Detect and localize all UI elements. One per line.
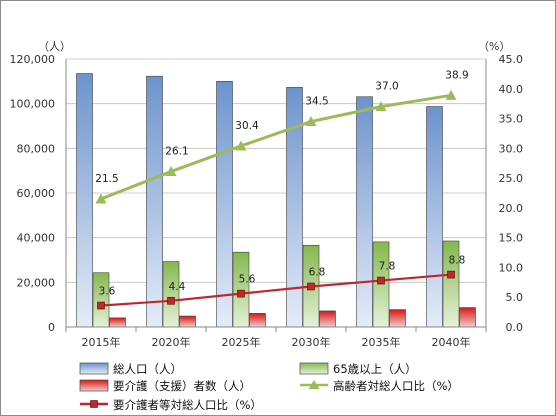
point-care-ratio-1 [167,296,175,305]
right-axis-tick-label: 25.0 [499,172,524,185]
right-axis-ticks: 0.0 5.0 10.0 15.0 20.0 25.0 30.0 35.0 40.0 45.0 [499,53,524,334]
data-label-care-ratio: 8.8 [449,255,466,267]
data-label-elderly-ratio: 26.1 [165,146,188,158]
legend-marker-elderly-ratio [308,380,320,389]
bar-total-population-0 [76,73,93,328]
bar-total-population-5 [426,106,443,328]
point-elderly-ratio-5 [445,89,457,100]
data-label-elderly-ratio: 38.9 [445,69,468,81]
left-axis-tick-label: 0 [48,321,55,334]
legend-label-care-recipients: 要介護（支援）者数（人） [113,379,251,393]
left-axis-tick-label: 60,000 [17,187,56,200]
x-axis-tick-label: 2025年 [222,335,261,349]
right-axis-tick-label: 10.0 [499,261,524,274]
right-axis-tick-label: 0.0 [506,321,524,334]
right-axis-unit: （%） [478,40,510,53]
right-axis-tick-label: 40.0 [499,83,524,96]
bar-65-plus-0 [92,272,110,328]
right-axis-tick-label: 20.0 [499,202,524,215]
axes [65,59,487,332]
x-axis-tick-label: 2040年 [432,335,471,349]
bar-65-plus-1 [162,261,180,328]
data-label-care-ratio: 6.8 [309,267,326,279]
point-elderly-ratio-3 [305,116,317,127]
point-care-ratio-4 [377,276,385,285]
x-axis-tick-label: 2020年 [152,335,191,349]
right-axis-tick-label: 5.0 [506,291,524,304]
right-axis-tick-label: 45.0 [499,53,524,66]
bar-care-recipients-2 [249,313,266,328]
x-axis-tick-label: 2035年 [362,335,401,349]
legend-swatch-total-population [79,362,109,375]
data-label-elderly-ratio: 21.5 [95,173,118,185]
data-label-care-ratio: 7.8 [379,261,396,273]
legend-label-elderly-ratio: 高齢者対総人口比（%） [333,379,459,393]
x-axis-tick-label: 2030年 [292,335,331,349]
bar-care-recipients-0 [109,317,126,328]
line-data-labels: 21.5 26.1 30.4 34.5 37.0 38.9 3.6 4.4 5.6 6.8 7.8 8… [95,69,468,297]
line-marks [95,89,457,310]
bar-care-recipients-4 [389,309,406,328]
legend-item-care-ratio: 要介護者等対総人口比（%） [80,398,262,412]
left-axis-tick-label: 80,000 [17,142,56,155]
line-care-ratio [100,273,452,307]
point-care-ratio-0 [97,301,105,310]
right-axis-tick-label: 30.0 [499,142,524,155]
data-label-care-ratio: 4.4 [169,281,186,293]
point-care-ratio-3 [307,282,315,291]
legend-swatch-65-plus [299,362,329,375]
data-label-elderly-ratio: 30.4 [235,120,259,132]
legend-item-total-population: 総人口（人） [79,362,182,376]
x-axis-tick-label: 2015年 [82,335,121,349]
legend-item-65-plus: 65歳以上（人） [299,362,417,376]
bar-care-recipients-1 [179,315,196,328]
data-label-elderly-ratio: 34.5 [305,96,328,108]
legend-item-care-recipients: 要介護（支援）者数（人） [79,379,251,393]
right-axis-tick-label: 15.0 [499,232,524,245]
bar-care-recipients-3 [319,310,336,328]
legend-marker-care-ratio [90,400,98,408]
point-elderly-ratio-1 [165,166,177,177]
right-axis-tick-label: 35.0 [499,113,524,126]
bar-total-population-1 [146,75,163,328]
left-axis-unit: （人） [38,40,71,53]
x-axis-ticks: 2015年 2020年 2025年 2030年 2035年 2040年 [82,335,471,349]
point-elderly-ratio-2 [235,140,247,151]
legend-label-total-population: 総人口（人） [113,362,182,376]
bar-65-plus-4 [372,241,390,328]
data-label-elderly-ratio: 37.0 [375,81,398,93]
legend-item-elderly-ratio: 高齢者対総人口比（%） [300,379,459,393]
left-axis-tick-label: 40,000 [17,232,56,245]
bar-total-population-3 [286,87,303,328]
data-label-care-ratio: 3.6 [99,286,116,298]
legend-swatch-care-recipients [79,379,109,392]
bar-total-population-2 [216,81,233,328]
line-elderly-ratio [100,93,452,201]
bar-65-plus-2 [232,251,250,328]
bar-care-recipients-5 [459,307,476,328]
bar-marks [76,73,476,328]
left-axis-tick-label: 100,000 [10,98,56,111]
legend: 総人口（人） 65歳以上（人） 要介護（支援）者数（人） 高齢者対総人口比（%）… [79,362,459,412]
legend-label-care-ratio: 要介護者等対総人口比（%） [113,398,262,412]
point-care-ratio-5 [447,270,455,279]
point-elderly-ratio-0 [95,193,107,204]
left-axis-ticks: 0 20,000 40,000 60,000 80,000 100,000 120,000 [10,53,56,334]
left-axis-tick-label: 20,000 [17,276,56,289]
point-care-ratio-2 [237,289,245,298]
legend-label-65-plus: 65歳以上（人） [333,362,417,376]
bar-total-population-4 [356,96,373,328]
left-axis-tick-label: 120,000 [10,53,56,66]
data-label-care-ratio: 5.6 [239,274,256,286]
point-elderly-ratio-4 [375,101,387,112]
